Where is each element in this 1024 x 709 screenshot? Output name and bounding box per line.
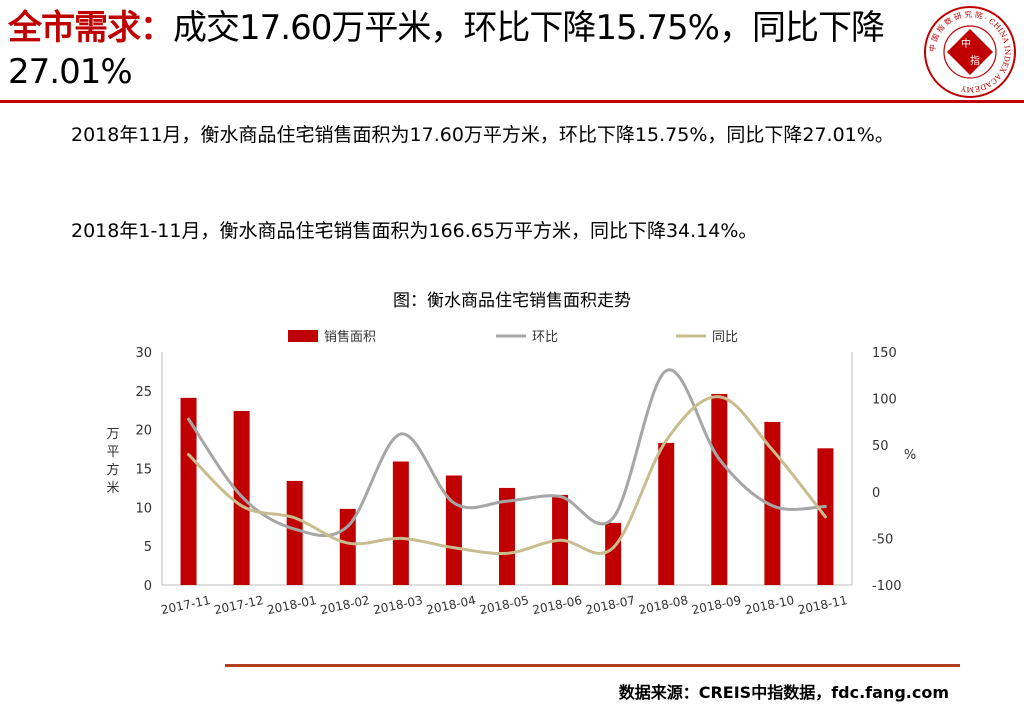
title-emphasis: 全市需求：: [8, 8, 174, 48]
y-left-tick-label: 25: [135, 385, 152, 400]
logo-char-2: 指: [970, 54, 980, 67]
y-right-tick-label: 0: [872, 486, 880, 501]
bar-sales-area: [499, 487, 515, 585]
bar-sales-area: [658, 442, 675, 585]
bar-sales-area: [286, 480, 303, 585]
x-tick-label: 2018-05: [478, 593, 530, 617]
x-tick-label: 2018-06: [531, 593, 583, 617]
y-left-axis-label-char: 米: [106, 481, 119, 496]
paragraph-monthly: 2018年11月，衡水商品住宅销售面积为17.60万平方米，环比下降15.75%…: [71, 124, 894, 146]
y-right-tick-label: -50: [872, 532, 893, 547]
line-series-yoy: [187, 395, 827, 556]
y-right-tick-label: 100: [872, 393, 897, 408]
y-left-tick-label: 30: [135, 346, 152, 361]
logo-char-1: 中: [961, 37, 971, 50]
y-left-tick-label: 5: [144, 540, 152, 555]
legend-label: 销售面积: [324, 329, 376, 345]
y-left-tick-label: 15: [135, 463, 152, 478]
data-source: 数据来源：CREIS中指数据，fdc.fang.com: [618, 683, 949, 702]
y-right-tick-label: 50: [872, 439, 889, 454]
legend-swatch-bar: [288, 330, 318, 342]
footer-rule: [225, 664, 960, 667]
y-left-tick-label: 10: [135, 501, 152, 516]
china-index-academy-logo: 中 国 指 数 研 究 院 · CHINA INDEX ACADEMY 中 指: [924, 6, 1016, 98]
page-title: 全市需求：成交17.60万平米，环比下降15.75%，同比下降27.01%: [8, 6, 913, 94]
y-left-axis-label-char: 方: [106, 462, 119, 478]
line-series-mom: [187, 368, 827, 537]
y-left-tick-label: 0: [144, 579, 152, 594]
y-right-tick-label: -100: [872, 579, 902, 594]
bar-sales-area: [711, 393, 728, 585]
x-tick-label: 2018-08: [637, 593, 689, 617]
x-tick-label: 2018-01: [266, 593, 318, 617]
x-tick-label: 2018-04: [425, 593, 477, 617]
legend-label: 同比: [712, 330, 738, 345]
y-left-axis-label-char: 平: [106, 445, 119, 460]
x-tick-label: 2018-02: [319, 593, 371, 617]
paragraph-ytd: 2018年1-11月，衡水商品住宅销售面积为166.65万平方米，同比下降34.…: [71, 220, 758, 242]
bar-sales-area: [764, 421, 781, 585]
title-rest: 成交17.60万平米，环比下降15.75%，同比下降27.01%: [8, 8, 885, 92]
title-underline: [0, 100, 1024, 103]
bar-sales-area: [445, 475, 462, 585]
legend-label: 环比: [532, 330, 558, 345]
y-left-axis-label-char: 万: [106, 427, 119, 442]
chart-title: 图：衡水商品住宅销售面积走势: [393, 291, 631, 311]
x-tick-label: 2017-12: [213, 593, 265, 617]
x-tick-label: 2018-09: [690, 593, 742, 617]
y-left-tick-label: 20: [135, 424, 152, 439]
x-tick-label: 2018-03: [372, 593, 424, 617]
y-right-tick-label: 150: [872, 346, 897, 361]
bar-sales-area: [605, 522, 622, 585]
y-right-axis-label: %: [904, 448, 916, 463]
x-tick-label: 2017-11: [160, 593, 212, 617]
x-tick-label: 2018-11: [797, 593, 849, 617]
x-tick-label: 2018-10: [744, 593, 796, 617]
bar-sales-area: [180, 397, 197, 585]
bar-sales-area: [392, 461, 409, 585]
x-tick-label: 2018-07: [584, 593, 636, 617]
